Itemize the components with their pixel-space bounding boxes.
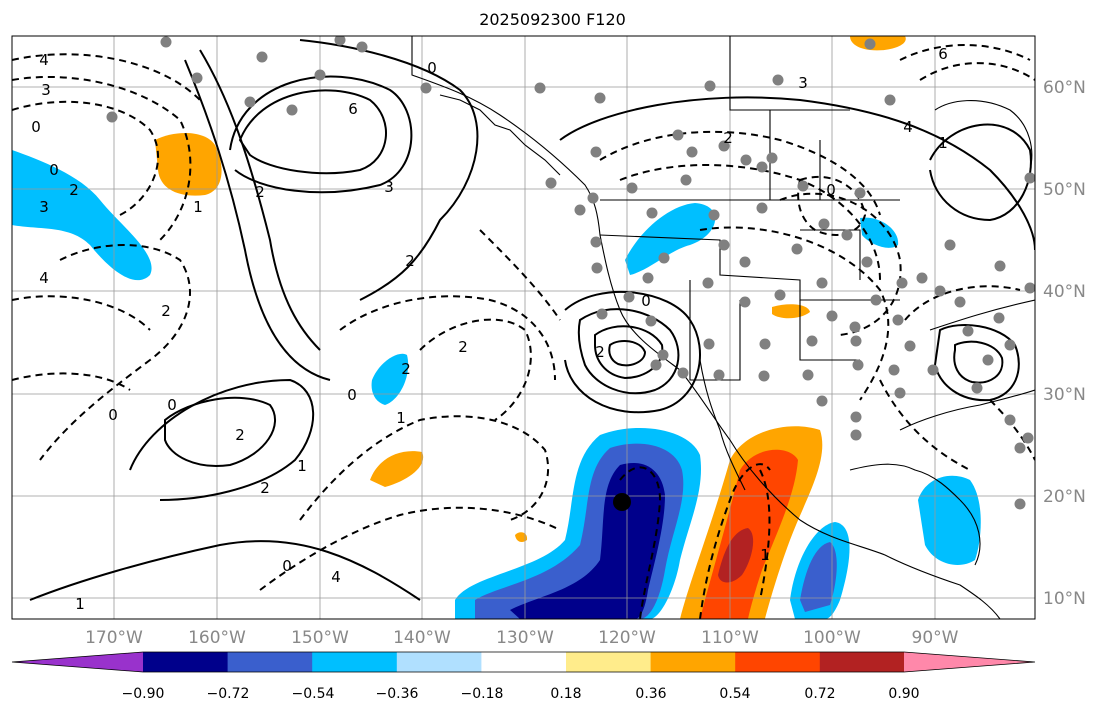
map-content xyxy=(12,36,1035,619)
colorbar-label: 0.90 xyxy=(888,686,919,702)
contour-label: 1 xyxy=(297,457,307,475)
contour-label: 1 xyxy=(760,546,770,564)
contour-label: 2 xyxy=(458,338,468,356)
lat-label: 20°N xyxy=(1043,487,1086,507)
shade-west-blue xyxy=(12,150,152,281)
shade-orange-aleutian xyxy=(155,133,222,196)
contour-label: 0 xyxy=(427,59,437,77)
lon-label: 130°W xyxy=(496,628,554,648)
colorbar-segment xyxy=(650,652,736,672)
colorbar-label: −0.90 xyxy=(122,686,165,702)
contour-label: 4 xyxy=(903,118,913,136)
contour-label: 1 xyxy=(193,198,203,216)
lon-label: 120°W xyxy=(598,628,656,648)
contour-label: 2 xyxy=(235,426,245,444)
contour-label: 4 xyxy=(39,51,49,69)
lon-label: 140°W xyxy=(393,628,451,648)
colorbar-segment xyxy=(481,652,567,672)
contour-label: 1 xyxy=(396,409,406,427)
colorbar-extend-right xyxy=(904,652,1035,672)
latitude-axis: 60°N 50°N 40°N 30°N 20°N 10°N xyxy=(1043,78,1086,609)
contour-label: 3 xyxy=(41,81,51,99)
map-panel xyxy=(12,36,1035,619)
colorbar-segment xyxy=(819,652,905,672)
shade-blue-nw-us xyxy=(625,203,716,275)
contour-label: 2 xyxy=(401,360,411,378)
contour-label: 2 xyxy=(405,252,415,270)
shade-orange-top xyxy=(850,36,906,51)
lat-label: 10°N xyxy=(1043,589,1086,609)
shade-blue-gulf xyxy=(918,475,981,565)
colorbar-label: −0.72 xyxy=(207,686,250,702)
contour-label: 1 xyxy=(938,134,948,152)
colorbar-segment xyxy=(312,652,398,672)
station-dots xyxy=(106,36,1035,510)
lat-label: 60°N xyxy=(1043,78,1086,98)
shade-blue-pacific xyxy=(371,353,409,405)
lon-label: 90°W xyxy=(912,628,959,648)
contour-label: 6 xyxy=(348,100,358,118)
contours-dashed xyxy=(12,44,1035,619)
contour-label: 0 xyxy=(641,292,651,310)
colorbar-label: 0.54 xyxy=(719,686,750,702)
lon-label: 100°W xyxy=(803,628,861,648)
contour-label: 0 xyxy=(167,396,177,414)
lon-label: 150°W xyxy=(291,628,349,648)
colorbar-segment xyxy=(396,652,482,672)
shade-blue-east-core xyxy=(800,542,837,612)
colorbar-segment xyxy=(227,652,313,672)
colorbar xyxy=(11,651,1036,673)
lon-label: 170°W xyxy=(85,628,143,648)
contour-label: 2 xyxy=(69,181,79,199)
contour-label: 3 xyxy=(798,74,808,92)
colorbar-segment xyxy=(735,652,821,672)
contour-label: 2 xyxy=(260,479,270,497)
colorbar-segment xyxy=(143,652,229,672)
lon-label: 160°W xyxy=(188,628,246,648)
colorbar-label: 0.72 xyxy=(804,686,835,702)
contour-label: 0 xyxy=(826,181,836,199)
center-marker xyxy=(613,493,631,511)
colorbar-label: −0.54 xyxy=(292,686,335,702)
contour-label: 3 xyxy=(39,198,49,216)
lat-label: 40°N xyxy=(1043,282,1086,302)
contour-label: 2 xyxy=(161,302,171,320)
contour-label: 0 xyxy=(108,406,118,424)
contour-label: 1 xyxy=(75,595,85,613)
contour-label: 0 xyxy=(31,118,41,136)
contour-label: 0 xyxy=(49,161,59,179)
colorbar-label: −0.36 xyxy=(376,686,419,702)
contour-label: 0 xyxy=(282,557,292,575)
lon-label: 110°W xyxy=(701,628,759,648)
colorbar-labels: −0.90 −0.72 −0.54 −0.36 −0.18 0.18 0.36 … xyxy=(122,686,920,702)
colorbar-outline xyxy=(11,651,1036,673)
lat-label: 30°N xyxy=(1043,385,1086,405)
colorbar-label: −0.18 xyxy=(461,686,504,702)
contour-label: 6 xyxy=(938,45,948,63)
shade-red-core xyxy=(718,528,754,583)
contour-label: 4 xyxy=(39,269,49,287)
contour-label: 2 xyxy=(595,343,605,361)
contour-label: 3 xyxy=(384,178,394,196)
contour-label: 2 xyxy=(255,183,265,201)
contour-label: 2 xyxy=(723,129,733,147)
colorbar-label: 0.36 xyxy=(635,686,666,702)
map-title: 2025092300 F120 xyxy=(479,10,626,29)
lat-label: 50°N xyxy=(1043,180,1086,200)
shade-orange-midpac xyxy=(370,451,424,487)
colorbar-label: 0.18 xyxy=(550,686,581,702)
contour-label: 4 xyxy=(331,568,341,586)
longitude-axis: 170°W 160°W 150°W 140°W 130°W 120°W 110°… xyxy=(85,628,959,648)
colorbar-segment xyxy=(566,652,652,672)
shade-orange-tiny xyxy=(515,532,528,543)
contour-label: 0 xyxy=(347,386,357,404)
colorbar-extend-left xyxy=(12,652,143,672)
